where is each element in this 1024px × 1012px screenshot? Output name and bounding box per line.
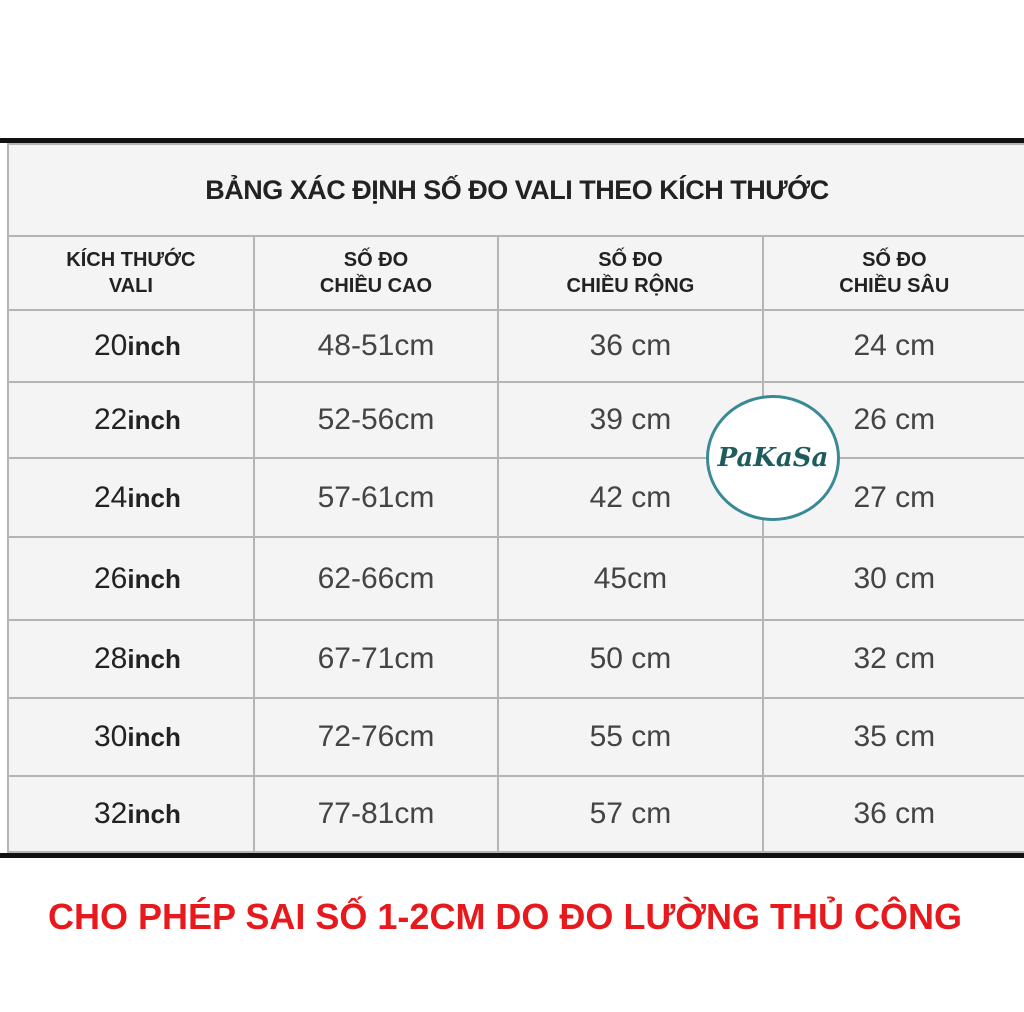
cell-size: 28inch (7, 619, 255, 699)
table-row: 22inch 52-56cm 39 cm 26 cm (7, 381, 1024, 459)
bottom-rule (0, 853, 1024, 858)
cell-width: 45cm (497, 536, 764, 621)
cell-size: 24inch (7, 457, 255, 538)
table-row: 32inch 77-81cm 57 cm 36 cm (7, 775, 1024, 853)
table-row: 26inch 62-66cm 45cm 30 cm (7, 536, 1024, 621)
cell-size: 20inch (7, 309, 255, 383)
cell-width: 55 cm (497, 697, 764, 777)
table-row: 30inch 72-76cm 55 cm 35 cm (7, 697, 1024, 777)
header-depth: SỐ ĐO CHIỀU SÂU (761, 235, 1024, 311)
cell-height: 57-61cm (252, 457, 500, 538)
table-row: 24inch 57-61cm 42 cm 27 cm (7, 457, 1024, 538)
cell-depth: 32 cm (761, 619, 1024, 699)
cell-height: 67-71cm (252, 619, 500, 699)
cell-width: 42 cm (497, 457, 764, 538)
cell-size: 22inch (7, 381, 255, 459)
cell-size: 26inch (7, 536, 255, 621)
cell-height: 52-56cm (252, 381, 500, 459)
cell-height: 72-76cm (252, 697, 500, 777)
size-table: BẢNG XÁC ĐỊNH SỐ ĐO VALI THEO KÍCH THƯỚC… (7, 143, 1024, 853)
cell-height: 62-66cm (252, 536, 500, 621)
cell-depth: 36 cm (761, 775, 1024, 853)
table-row: 28inch 67-71cm 50 cm 32 cm (7, 619, 1024, 699)
header-width: SỐ ĐO CHIỀU RỘNG (497, 235, 764, 311)
cell-width: 36 cm (497, 309, 764, 383)
cell-depth: 30 cm (761, 536, 1024, 621)
cell-depth: 24 cm (761, 309, 1024, 383)
top-rule (0, 138, 1024, 143)
cell-size: 32inch (7, 775, 255, 853)
cell-width: 50 cm (497, 619, 764, 699)
cell-height: 48-51cm (252, 309, 500, 383)
pakasa-logo: PaKaSa (706, 395, 840, 521)
header-height: SỐ ĐO CHIỀU CAO (252, 235, 500, 311)
cell-depth: 35 cm (761, 697, 1024, 777)
cell-width: 57 cm (497, 775, 764, 853)
table-title: BẢNG XÁC ĐỊNH SỐ ĐO VALI THEO KÍCH THƯỚC (7, 143, 1024, 237)
cell-height: 77-81cm (252, 775, 500, 853)
table-row: 20inch 48-51cm 36 cm 24 cm (7, 309, 1024, 383)
header-row: KÍCH THƯỚC VALI SỐ ĐO CHIỀU CAO SỐ ĐO CHIỀU… (7, 235, 1024, 311)
header-size: KÍCH THƯỚC VALI (7, 235, 255, 311)
tolerance-note: CHO PHÉP SAI SỐ 1-2CM DO ĐO LƯỜNG THỦ CÔ… (48, 896, 962, 937)
cell-size: 30inch (7, 697, 255, 777)
